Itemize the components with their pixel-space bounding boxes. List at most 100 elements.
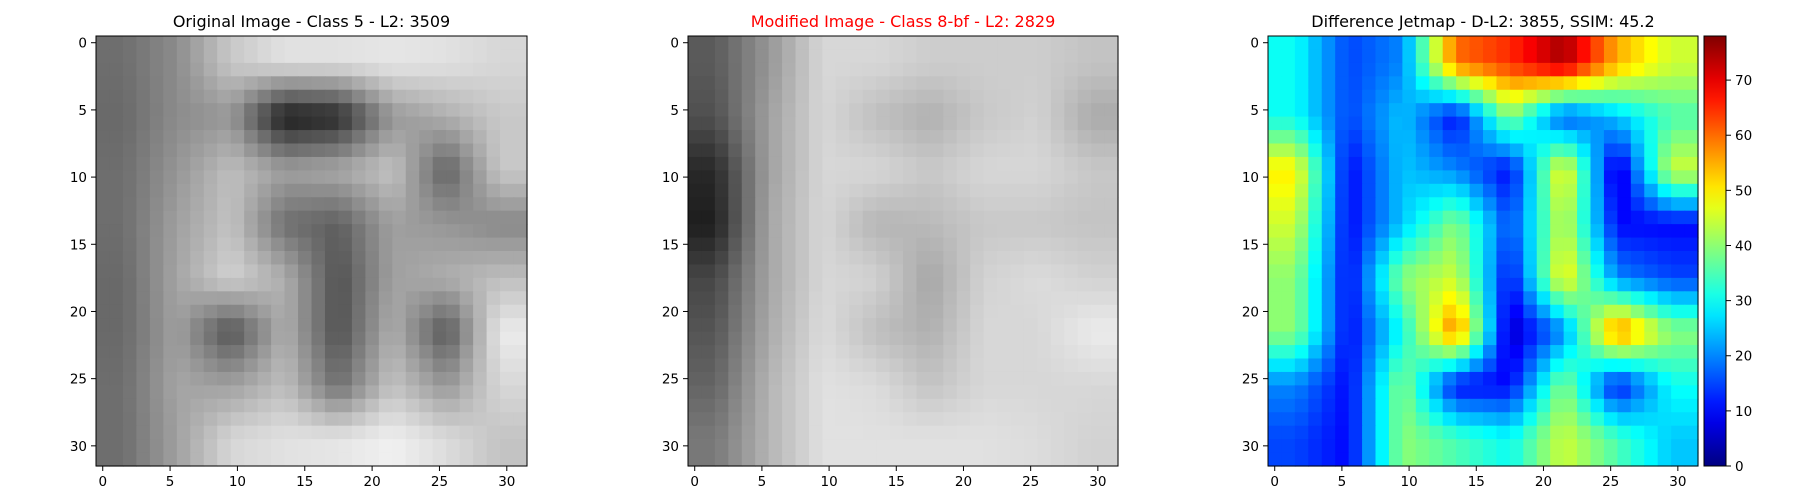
heatmap-cell — [1429, 116, 1444, 131]
heatmap-cell — [1281, 183, 1296, 198]
heatmap-cell — [1429, 425, 1444, 440]
heatmap-cell — [365, 183, 380, 198]
heatmap-cell — [1684, 89, 1699, 104]
heatmap-cell — [1268, 304, 1283, 319]
heatmap-cell — [1617, 358, 1632, 373]
heatmap-cell — [1037, 304, 1052, 319]
heatmap-cell — [351, 291, 366, 306]
colorbar-tick-label: 20 — [1735, 349, 1752, 365]
heatmap-cell — [795, 103, 810, 118]
heatmap-cell — [1375, 318, 1390, 333]
heatmap-cell — [1509, 251, 1524, 266]
heatmap-cell — [916, 183, 931, 198]
heatmap-cell — [1469, 89, 1484, 104]
heatmap-cell — [808, 36, 823, 51]
heatmap-cell — [688, 62, 703, 77]
heatmap-cell — [432, 425, 447, 440]
heatmap-cell — [446, 439, 461, 454]
heatmap-cell — [983, 291, 998, 306]
heatmap-cell — [741, 183, 756, 198]
heatmap-cell — [244, 425, 259, 440]
heatmap-cell — [378, 130, 393, 145]
heatmap-cell — [230, 385, 245, 400]
heatmap-cell — [378, 264, 393, 279]
heatmap-cell — [1050, 291, 1065, 306]
heatmap-cell — [1603, 331, 1618, 346]
heatmap-cell — [446, 143, 461, 158]
heatmap-cell — [741, 62, 756, 77]
heatmap-cell — [876, 291, 891, 306]
heatmap-cell — [284, 304, 299, 319]
heatmap-cell — [1388, 371, 1403, 386]
heatmap-cell — [122, 224, 138, 239]
heatmap-cell — [513, 156, 528, 171]
heatmap-cell — [822, 398, 837, 413]
heatmap-cell — [257, 116, 272, 131]
heatmap-cell — [419, 116, 434, 131]
title-original: Original Image - Class 5 - L2: 3509 — [173, 12, 450, 31]
heatmap-cell — [929, 452, 944, 467]
heatmap-cell — [808, 331, 823, 346]
heatmap-cell — [500, 76, 515, 91]
heatmap-cell — [1509, 210, 1524, 225]
heatmap-cell — [1104, 210, 1119, 225]
heatmap-cell — [782, 103, 797, 118]
heatmap-cell — [459, 116, 474, 131]
heatmap-cell — [849, 143, 864, 158]
heatmap-cell — [943, 36, 958, 51]
heatmap-cell — [929, 439, 944, 454]
heatmap-cell — [1671, 143, 1686, 158]
heatmap-cell — [1509, 398, 1524, 413]
heatmap-cell — [714, 183, 729, 198]
heatmap-cell — [419, 224, 434, 239]
heatmap-cell — [324, 197, 340, 212]
heatmap-cell — [1348, 224, 1363, 239]
heatmap-cell — [822, 345, 837, 360]
heatmap-cell — [714, 170, 729, 185]
heatmap-cell — [701, 371, 716, 386]
heatmap-cell — [782, 89, 797, 104]
heatmap-cell — [1577, 331, 1592, 346]
heatmap-cell — [1010, 237, 1025, 252]
heatmap-cell — [338, 277, 353, 292]
heatmap-cell — [929, 264, 944, 279]
heatmap-cell — [1362, 264, 1377, 279]
heatmap-cell — [446, 331, 461, 346]
heatmap-cell — [284, 277, 299, 292]
heatmap-cell — [1348, 371, 1363, 386]
heatmap-cell — [688, 452, 703, 467]
heatmap-cell — [1603, 345, 1618, 360]
heatmap-cell — [324, 237, 340, 252]
heatmap-cell — [163, 318, 178, 333]
heatmap-cell — [96, 439, 111, 454]
heatmap-cell — [1496, 62, 1511, 77]
heatmap-cell — [1456, 385, 1471, 400]
heatmap-cell — [486, 412, 501, 427]
heatmap-cell — [1348, 385, 1363, 400]
heatmap-cell — [1523, 251, 1538, 266]
heatmap-cell — [956, 170, 971, 185]
heatmap-cell — [1617, 36, 1632, 51]
heatmap-cell — [203, 130, 218, 145]
heatmap-cell — [929, 156, 944, 171]
heatmap-cell — [970, 237, 985, 252]
heatmap-cell — [271, 277, 286, 292]
heatmap-cell — [688, 345, 703, 360]
heatmap-cell — [862, 62, 877, 77]
heatmap-cell — [500, 103, 515, 118]
heatmap-cell — [822, 318, 837, 333]
heatmap-cell — [997, 318, 1012, 333]
heatmap-cell — [1362, 277, 1377, 292]
x-tick-label: 10 — [229, 474, 246, 490]
heatmap-cell — [203, 143, 218, 158]
heatmap-cell — [889, 237, 904, 252]
heatmap-cell — [1388, 170, 1403, 185]
heatmap-cell — [446, 251, 461, 266]
heatmap-cell — [122, 36, 138, 51]
heatmap-cell — [271, 103, 286, 118]
heatmap-cell — [849, 358, 864, 373]
heatmap-cell — [1577, 103, 1592, 118]
heatmap-cell — [378, 251, 393, 266]
heatmap-cell — [459, 156, 474, 171]
heatmap-cell — [1442, 425, 1457, 440]
